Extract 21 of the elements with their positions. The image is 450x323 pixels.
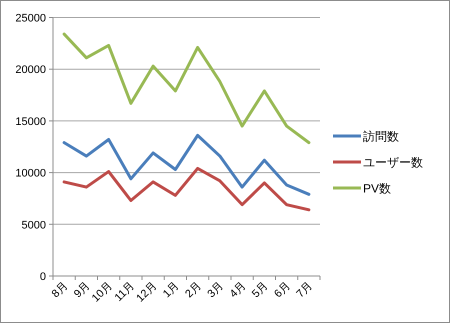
x-tick-label: 1月 (160, 280, 182, 300)
x-tick-label: 3月 (205, 280, 226, 300)
x-tick-label: 5月 (250, 280, 270, 300)
legend-label: PV数 (363, 182, 392, 196)
x-tick-label: 7月 (294, 280, 315, 300)
legend-label: 訪問数 (363, 130, 399, 144)
y-tick-label: 20000 (15, 64, 46, 76)
x-tick-label: 4月 (228, 280, 248, 300)
y-tick-label: 10000 (15, 168, 46, 180)
legend-label: ユーザー数 (363, 156, 423, 170)
y-tick-label: 15000 (15, 116, 46, 128)
y-tick-label: 0 (40, 271, 46, 283)
x-tick-label: 2月 (183, 280, 204, 300)
x-tick-label: 10月 (90, 280, 115, 305)
y-tick-label: 25000 (15, 12, 46, 24)
x-tick-label: 9月 (72, 280, 92, 300)
y-tick-label: 5000 (22, 219, 46, 232)
x-tick-label: 6月 (272, 280, 293, 300)
x-tick-label: 11月 (112, 280, 137, 304)
x-tick-label: 8月 (50, 280, 70, 300)
x-tick-label: 12月 (134, 280, 160, 305)
